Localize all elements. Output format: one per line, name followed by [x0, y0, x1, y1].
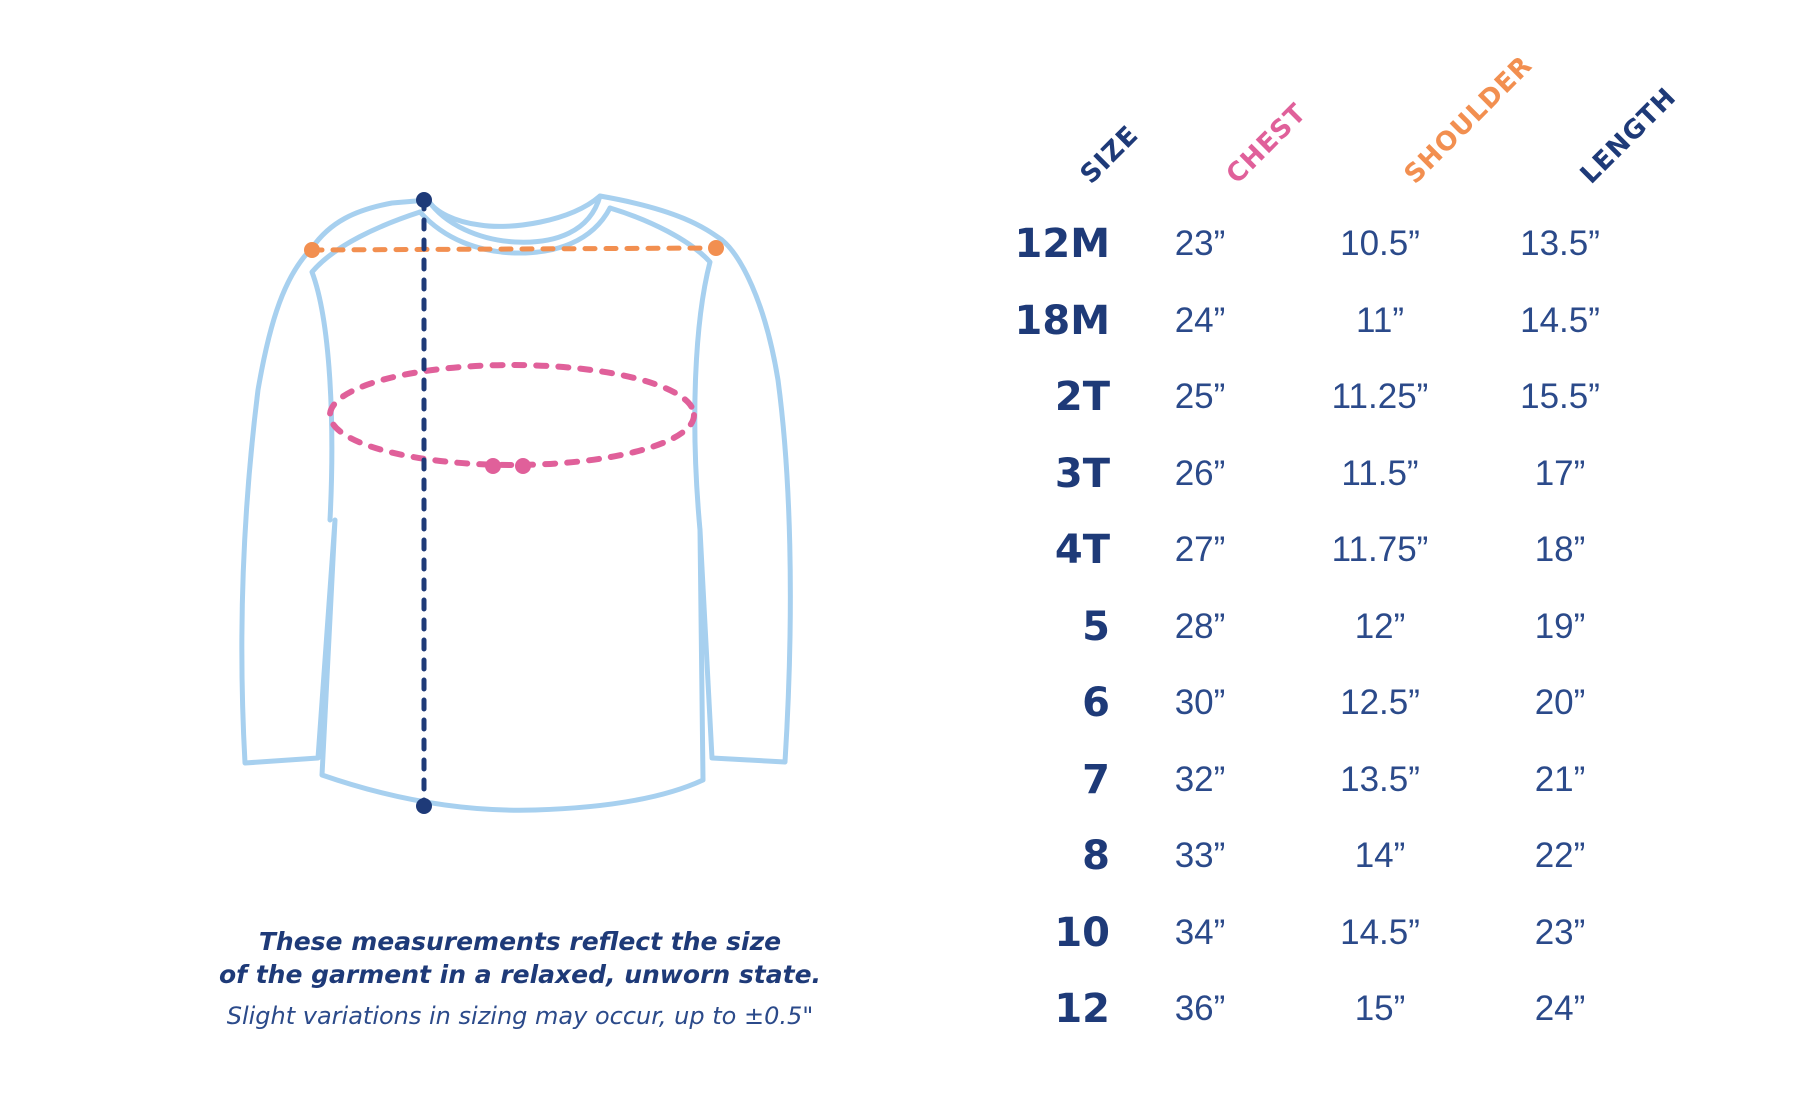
chest-cell: 25”: [1174, 377, 1226, 416]
chest-cell: 34”: [1174, 912, 1226, 952]
shoulder-cell: 15”: [1354, 989, 1406, 1028]
table-row: 12 36” 15” 24”: [960, 979, 1660, 1039]
seam-right: [607, 205, 713, 533]
size-cell: 5: [1082, 603, 1110, 650]
chest-cell: 27”: [1174, 530, 1226, 569]
length-cell: 15.5”: [1520, 377, 1600, 416]
length-cell: 18”: [1534, 530, 1586, 569]
shoulder-measure-line: [309, 245, 719, 253]
length-cell: 20”: [1534, 683, 1586, 722]
caption-note: Slight variations in sizing may occur, u…: [226, 1002, 814, 1030]
collar-band-inner: [417, 205, 613, 256]
shoulder-cell: 12.5”: [1340, 683, 1420, 722]
length-cell: 21”: [1534, 759, 1586, 799]
size-cell: 8: [1082, 833, 1110, 879]
shoulder-point-right: [708, 240, 724, 256]
chest-point-a: [485, 458, 501, 474]
shoulder-point-left: [304, 242, 320, 258]
caption-line-2: of the garment in a relaxed, unworn stat…: [218, 960, 822, 989]
size-cell: 18M: [1014, 297, 1110, 344]
chest-cell: 28”: [1174, 606, 1226, 646]
length-cell: 17”: [1534, 453, 1586, 493]
size-cell: 2T: [1054, 374, 1110, 420]
table-row: 7 32” 13.5” 21”: [960, 750, 1660, 810]
table-row: 10 34” 14.5” 23”: [960, 903, 1660, 963]
chest-measure-ellipse: [327, 362, 697, 468]
shoulder-cell: 11.75”: [1331, 530, 1429, 569]
seam-left: [309, 209, 423, 523]
table-row: 6 30” 12.5” 20”: [960, 673, 1660, 733]
chest-cell: 33”: [1174, 836, 1226, 875]
table-row: 18M 24” 11” 14.5”: [960, 291, 1660, 351]
table-row: 12M 23” 10.5” 13.5”: [960, 214, 1660, 274]
shoulder-cell: 11”: [1356, 300, 1404, 340]
size-cell: 6: [1082, 680, 1110, 726]
caption-line-1: These measurements reflect the size: [258, 927, 782, 956]
chest-cell: 32”: [1174, 759, 1226, 799]
size-cell: 7: [1082, 756, 1110, 803]
shoulder-cell: 14.5”: [1340, 912, 1420, 952]
table-row: 8 33” 14” 22”: [960, 826, 1660, 886]
header-size: SIZE: [1074, 119, 1145, 190]
length-cell: 22”: [1534, 836, 1586, 875]
length-cell: 19”: [1534, 606, 1586, 646]
chest-cell: 23”: [1174, 224, 1226, 263]
chest-cell: 30”: [1174, 683, 1226, 722]
chest-cell: 36”: [1174, 989, 1226, 1028]
size-cell: 4T: [1054, 527, 1110, 573]
table-row: 3T 26” 11.5” 17”: [960, 444, 1660, 504]
length-cell: 13.5”: [1520, 224, 1600, 263]
shoulder-cell: 11.5”: [1341, 453, 1419, 493]
table-row: 5 28” 12” 19”: [960, 597, 1660, 657]
shoulder-cell: 11.25”: [1331, 377, 1429, 416]
garment-diagram: [239, 192, 793, 814]
shoulder-cell: 12”: [1354, 606, 1406, 646]
table-row: 2T 25” 11.25” 15.5”: [960, 367, 1660, 427]
chest-point-b: [515, 458, 531, 474]
length-cell: 14.5”: [1520, 300, 1600, 340]
chest-cell: 26”: [1174, 453, 1226, 493]
length-point-top: [416, 192, 432, 208]
table-row: 4T 27” 11.75” 18”: [960, 520, 1660, 580]
shoulder-cell: 10.5”: [1340, 224, 1420, 263]
header-chest: CHEST: [1220, 98, 1313, 190]
size-cell: 10: [1054, 909, 1110, 956]
collar-band: [425, 193, 603, 245]
chest-cell: 24”: [1174, 300, 1226, 340]
length-cell: 24”: [1534, 989, 1586, 1028]
shirt-outline: [239, 193, 793, 813]
size-cell: 12M: [1014, 221, 1110, 267]
length-cell: 23”: [1534, 912, 1586, 952]
length-point-bottom: [416, 798, 432, 814]
shoulder-cell: 13.5”: [1340, 759, 1420, 799]
header-shoulder: SHOULDER: [1398, 50, 1539, 190]
shoulder-cell: 14”: [1354, 836, 1406, 875]
header-length: LENGTH: [1574, 82, 1683, 190]
size-cell: 12: [1054, 986, 1110, 1032]
size-cell: 3T: [1054, 450, 1110, 497]
